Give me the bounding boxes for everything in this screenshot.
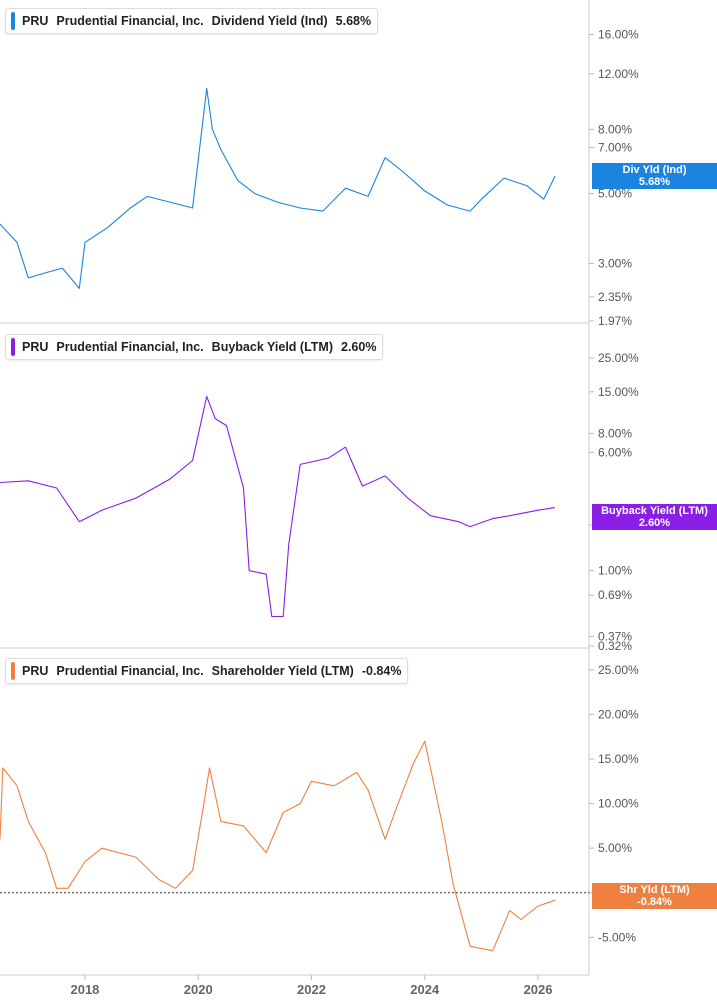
legend-company: Prudential Financial, Inc. bbox=[56, 14, 204, 28]
badge-label: Shr Yld (LTM) bbox=[619, 884, 690, 896]
legend-value: 5.68% bbox=[335, 14, 372, 28]
badge-value: 5.68% bbox=[638, 176, 671, 188]
y-tick-label: 0.37% bbox=[598, 629, 632, 643]
legend-metric: Dividend Yield (Ind) bbox=[211, 14, 328, 28]
y-tick-label: 0.32% bbox=[598, 639, 632, 653]
badge-value: -0.84% bbox=[637, 896, 672, 908]
series-line bbox=[0, 395, 556, 618]
legend-value: -0.84% bbox=[361, 664, 402, 678]
y-tick-label: 8.00% bbox=[598, 426, 632, 440]
y-tick-label: 25.00% bbox=[598, 351, 639, 365]
y-tick-label: -5.00% bbox=[598, 930, 636, 944]
x-tick-label: 2022 bbox=[297, 982, 326, 997]
y-tick-label: 12.00% bbox=[598, 67, 639, 81]
x-tick-label: 2018 bbox=[70, 982, 99, 997]
y-tick-label: 3.00% bbox=[598, 256, 632, 270]
y-tick-label: 15.00% bbox=[598, 385, 639, 399]
legend-value: 2.60% bbox=[341, 340, 377, 354]
legend-ticker: PRU bbox=[22, 664, 49, 678]
legend-dividend-yield[interactable]: PRU Prudential Financial, Inc. Dividend … bbox=[5, 8, 379, 34]
badge-label: Buyback Yield (LTM) bbox=[601, 505, 708, 517]
y-tick-label: 5.00% bbox=[598, 187, 632, 201]
y-tick-label: 10.00% bbox=[598, 797, 639, 811]
legend-shareholder-yield[interactable]: PRU Prudential Financial, Inc. Sharehold… bbox=[5, 658, 409, 684]
legend-company: Prudential Financial, Inc. bbox=[56, 664, 204, 678]
y-tick-label: 15.00% bbox=[598, 752, 639, 766]
current-value-badge-buyback: Buyback Yield (LTM) 2.60% bbox=[592, 504, 717, 530]
legend-color-swatch bbox=[11, 338, 15, 356]
current-value-badge-shareholder: Shr Yld (LTM) -0.84% bbox=[592, 883, 717, 909]
x-tick-label: 2020 bbox=[184, 982, 213, 997]
y-tick-label: 7.00% bbox=[598, 141, 632, 155]
series-line bbox=[0, 740, 556, 952]
y-tick-label: 2.35% bbox=[598, 290, 632, 304]
y-tick-label: 20.00% bbox=[598, 707, 639, 721]
current-value-badge-dividend: Div Yld (Ind) 5.68% bbox=[592, 163, 717, 189]
badge-value: 2.60% bbox=[638, 517, 671, 529]
y-tick-label: 1.00% bbox=[598, 564, 632, 578]
legend-metric: Buyback Yield (LTM) bbox=[211, 340, 333, 354]
legend-buyback-yield[interactable]: PRU Prudential Financial, Inc. Buyback Y… bbox=[5, 334, 384, 360]
x-tick-label: 2024 bbox=[410, 982, 440, 997]
y-tick-label: 5.00% bbox=[598, 841, 632, 855]
x-tick-label: 2026 bbox=[524, 982, 553, 997]
y-tick-label: 16.00% bbox=[598, 28, 639, 42]
badge-label: Div Yld (Ind) bbox=[622, 164, 687, 176]
legend-company: Prudential Financial, Inc. bbox=[56, 340, 204, 354]
legend-ticker: PRU bbox=[22, 340, 49, 354]
y-tick-label: 8.00% bbox=[598, 122, 632, 136]
y-tick-label: 0.69% bbox=[598, 588, 632, 602]
series-line bbox=[0, 87, 556, 289]
y-tick-label: 1.97% bbox=[598, 314, 632, 328]
legend-metric: Shareholder Yield (LTM) bbox=[211, 664, 354, 678]
y-tick-label: 25.00% bbox=[598, 663, 639, 677]
y-tick-label: 6.00% bbox=[598, 445, 632, 459]
legend-color-swatch bbox=[11, 662, 15, 680]
legend-color-swatch bbox=[11, 12, 15, 30]
legend-ticker: PRU bbox=[22, 14, 49, 28]
